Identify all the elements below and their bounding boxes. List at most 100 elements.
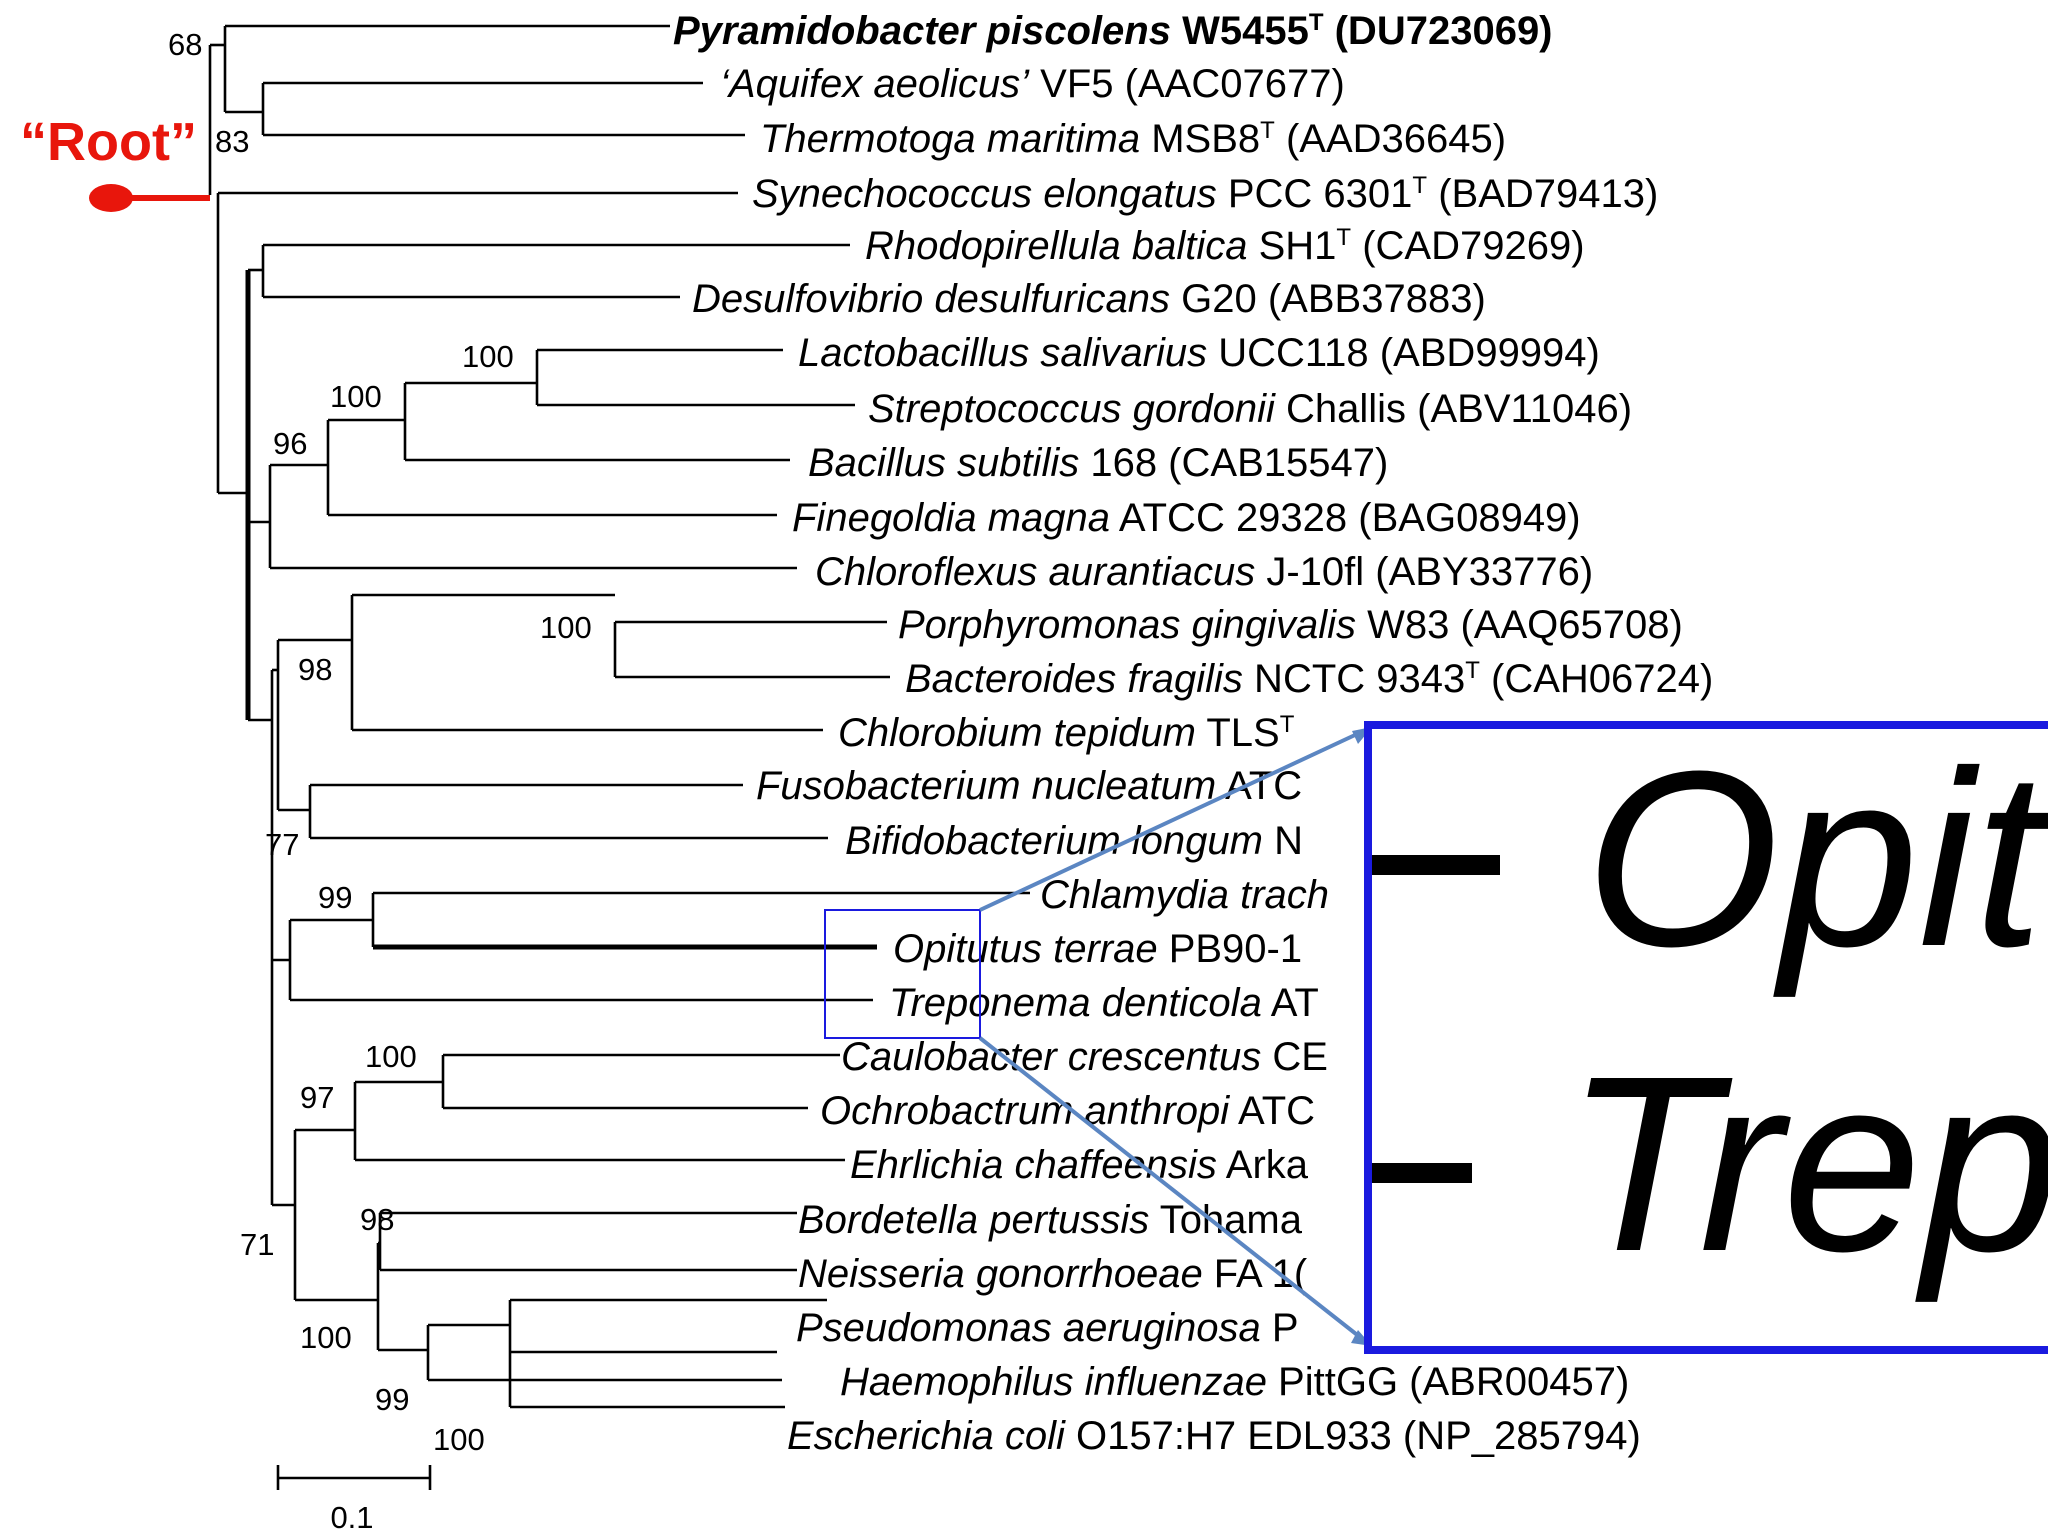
taxon-label: ‘Aquifex aeolicus’ VF5 (AAC07677): [720, 62, 1345, 106]
zoom-callout: [824, 726, 1372, 1347]
taxon-label: Pyramidobacter piscolens W5455T (DU72306…: [673, 9, 1553, 53]
root-label: “Root”: [20, 112, 197, 172]
bootstrap-value: 100: [330, 379, 382, 414]
taxon-italic-part: Bifidobacterium longum: [845, 819, 1263, 863]
bootstrap-value: 100: [462, 339, 514, 374]
taxon-italic-part: Chlorobium tepidum: [838, 711, 1196, 755]
root-dot: [89, 184, 133, 212]
taxon-label: Pseudomonas aeruginosa P: [796, 1306, 1299, 1350]
taxon-rest-part: W83 (AAQ65708): [1356, 603, 1683, 647]
taxon-rest-part: PB90-1: [1158, 927, 1303, 971]
taxon-label: Ehrlichia chaffeensis Arka: [850, 1143, 1309, 1187]
bootstrap-values: 68 83 100 100 96 100 98 77 99 100 97 98 71 100 99 100: [168, 27, 592, 1457]
taxon-rest-part: ATC: [1216, 764, 1302, 808]
scale-bar-label: 0.1: [330, 1500, 373, 1535]
taxon-italic-part: Escherichia coli: [787, 1414, 1066, 1458]
bootstrap-value: 97: [300, 1080, 334, 1115]
bootstrap-value: 71: [240, 1227, 274, 1262]
taxon-italic-part: Fusobacterium nucleatum: [756, 764, 1216, 808]
taxon-italic-part: Chlamydia trach: [1040, 873, 1329, 917]
bootstrap-value: 99: [375, 1382, 409, 1417]
bootstrap-value: 100: [540, 610, 592, 645]
taxon-label: Thermotoga maritima MSB8T (AAD36645): [760, 117, 1506, 161]
taxon-italic-part: Bacteroides fragilis: [905, 657, 1243, 701]
bootstrap-value: 100: [365, 1039, 417, 1074]
taxon-italic-part: Thermotoga maritima: [760, 117, 1140, 161]
taxon-italic-part: Neisseria gonorrhoeae: [798, 1252, 1203, 1296]
zoom-selection-box: [824, 909, 981, 1039]
taxon-rest-part: Challis (ABV11046): [1275, 387, 1632, 431]
taxon-rest-part: G20 (ABB37883): [1170, 277, 1486, 321]
taxon-italic-part: Finegoldia magna: [792, 496, 1110, 540]
taxon-rest-part: CE: [1261, 1035, 1328, 1079]
taxon-italic-part: Ochrobactrum anthropi: [820, 1089, 1230, 1133]
taxon-italic-part: Bordetella pertussis: [798, 1198, 1149, 1242]
taxon-sup-part: T: [1336, 224, 1351, 251]
bootstrap-value: 100: [433, 1422, 485, 1457]
taxon-label: Opitutus terrae PB90-1: [893, 927, 1302, 971]
taxon-italic-part: ‘Aquifex aeolicus’: [720, 62, 1030, 106]
taxon-tail-part: (AAD36645): [1275, 117, 1506, 161]
bootstrap-value: 68: [168, 27, 202, 62]
taxon-label: Fusobacterium nucleatum ATC: [756, 764, 1302, 808]
zoom-branch-1: [1372, 855, 1500, 875]
taxon-italic-part: Porphyromonas gingivalis: [898, 603, 1356, 647]
zoom-arrow-top: [979, 726, 1371, 912]
root-marker: “Root”: [20, 112, 210, 212]
taxon-tail-part: (BAD79413): [1427, 172, 1658, 216]
zoom-inset: Opit Trep: [1364, 719, 2048, 1354]
zoom-text-treponema: Trep: [1565, 1024, 2048, 1303]
taxon-sup-part: T: [1309, 9, 1324, 36]
taxon-italic-part: Pseudomonas aeruginosa: [796, 1306, 1261, 1350]
taxon-tail-part: (DU723069): [1324, 9, 1553, 53]
taxon-sup-part: T: [1280, 711, 1295, 738]
bootstrap-value: 98: [298, 652, 332, 687]
taxon-italic-part: Synechococcus elongatus: [752, 172, 1217, 216]
taxon-rest-part: J-10fl (ABY33776): [1255, 550, 1593, 594]
zoom-branch-2: [1372, 1163, 1472, 1183]
scale-bar: 0.1: [276, 1465, 432, 1535]
taxon-rest-part: PittGG (ABR00457): [1267, 1360, 1629, 1404]
zoom-arrow-bottom: [978, 1036, 1372, 1347]
taxon-rest-part: Arka: [1217, 1143, 1309, 1187]
taxon-label: Bordetella pertussis Tohama: [798, 1198, 1303, 1242]
taxon-rest-part: MSB8: [1140, 117, 1260, 161]
bootstrap-value: 98: [360, 1202, 394, 1237]
taxon-label: Finegoldia magna ATCC 29328 (BAG08949): [792, 496, 1581, 540]
taxon-rest-part: P: [1261, 1306, 1299, 1350]
zoom-inset-frame: [1364, 721, 2048, 1354]
taxon-rest-part: ATC: [1229, 1089, 1315, 1133]
taxon-italic-part: Lactobacillus salivarius: [798, 331, 1207, 375]
taxon-label: Bacillus subtilis 168 (CAB15547): [808, 441, 1388, 485]
taxon-rest-part: W5455: [1171, 9, 1309, 53]
taxon-label: Haemophilus influenzae PittGG (ABR00457): [840, 1360, 1629, 1404]
taxon-sup-part: T: [1412, 172, 1427, 199]
taxa-labels: Pyramidobacter piscolens W5455T (DU72306…: [673, 9, 1713, 1458]
taxon-tail-part: (CAD79269): [1351, 224, 1584, 268]
zoom-text-opitutus: Opit: [1585, 719, 2048, 998]
taxon-rest-part: TLS: [1196, 711, 1280, 755]
taxon-italic-part: Desulfovibrio desulfuricans: [692, 277, 1170, 321]
bootstrap-value: 77: [265, 827, 299, 862]
taxon-rest-part: PCC 6301: [1217, 172, 1413, 216]
taxon-label: Bifidobacterium longum N: [845, 819, 1303, 863]
taxon-italic-part: Rhodopirellula baltica: [865, 224, 1247, 268]
taxon-label: Porphyromonas gingivalis W83 (AAQ65708): [898, 603, 1683, 647]
taxon-label: Bacteroides fragilis NCTC 9343T (CAH0672…: [905, 657, 1713, 701]
taxon-label: Chloroflexus aurantiacus J-10fl (ABY3377…: [815, 550, 1593, 594]
taxon-sup-part: T: [1465, 657, 1480, 684]
taxon-rest-part: N: [1263, 819, 1303, 863]
bootstrap-value: 83: [215, 124, 249, 159]
taxon-rest-part: FA 1(: [1203, 1252, 1308, 1296]
taxon-sup-part: T: [1260, 117, 1275, 144]
taxon-italic-part: Pyramidobacter piscolens: [673, 9, 1171, 53]
taxon-rest-part: SH1: [1247, 224, 1336, 268]
taxon-label: Neisseria gonorrhoeae FA 1(: [798, 1252, 1308, 1296]
bootstrap-value: 100: [300, 1320, 352, 1355]
taxon-label: Escherichia coli O157:H7 EDL933 (NP_2857…: [787, 1414, 1641, 1458]
taxon-rest-part: O157:H7 EDL933 (NP_285794): [1065, 1414, 1641, 1458]
taxon-label: Streptococcus gordonii Challis (ABV11046…: [868, 387, 1632, 431]
taxon-label: Lactobacillus salivarius UCC118 (ABD9999…: [798, 331, 1600, 375]
taxon-rest-part: VF5 (AAC07677): [1029, 62, 1345, 106]
taxon-label: Ochrobactrum anthropi ATC: [820, 1089, 1315, 1133]
